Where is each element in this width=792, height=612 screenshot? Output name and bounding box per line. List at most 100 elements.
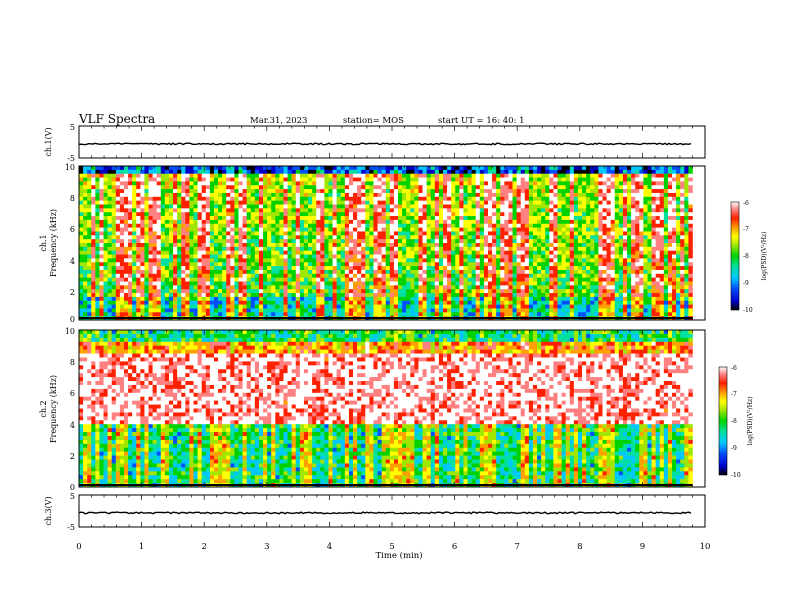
- spectrogram-cell: [402, 281, 407, 286]
- spectrogram-cell: [569, 196, 575, 201]
- spectrogram-cell: [451, 189, 456, 194]
- spectrogram-cell: [299, 312, 305, 317]
- spectrogram-cell: [451, 169, 456, 174]
- spectrogram-cell: [516, 181, 522, 186]
- spectrogram-cell: [209, 243, 215, 248]
- spectrogram-cell: [222, 266, 227, 271]
- spectrogram-cell: [549, 254, 554, 259]
- spectrogram-cell: [205, 181, 211, 186]
- spectrogram-cell: [156, 189, 162, 194]
- spectrogram-cell: [353, 189, 358, 194]
- spectrogram-cell: [291, 208, 297, 213]
- spectrogram-cell: [181, 200, 186, 205]
- spectrogram-cell: [557, 250, 562, 255]
- spectrogram-cell: [528, 208, 534, 213]
- spectrogram-cell: [443, 219, 448, 225]
- spectrogram-cell: [308, 281, 313, 286]
- spectrogram-cell: [87, 223, 92, 228]
- spectrogram-cell: [353, 177, 358, 182]
- spectrogram-cell: [201, 223, 207, 228]
- spectrogram-cell: [295, 166, 301, 171]
- spectrogram-cell: [377, 281, 382, 286]
- spectrogram-cell: [512, 254, 517, 259]
- spectrogram-cell: [332, 304, 337, 309]
- spectrogram-cell: [254, 227, 260, 232]
- spectrogram-cell: [353, 181, 358, 186]
- spectrogram-cell: [209, 227, 215, 232]
- spectrogram-cell: [295, 254, 301, 259]
- spectrogram-cell: [107, 273, 113, 278]
- spectrogram-cell: [504, 231, 509, 236]
- spectrogram-cell: [524, 308, 530, 313]
- spectrogram-cell: [381, 312, 387, 317]
- spectrogram-cell: [361, 204, 366, 209]
- spectrogram-cell: [119, 273, 125, 278]
- spectrogram-cell: [573, 281, 579, 286]
- spectrogram-cell: [250, 277, 256, 282]
- spectrogram-cell: [385, 266, 391, 271]
- spectrogram-cell: [279, 219, 284, 225]
- spectrogram-cell: [83, 296, 88, 302]
- spectrogram-cell: [156, 258, 162, 263]
- spectrogram-cell: [140, 308, 145, 313]
- spectrogram-cell: [357, 281, 362, 286]
- spectrogram-cell: [545, 273, 550, 278]
- spectrogram-cell: [553, 277, 558, 282]
- spectrogram-cell: [422, 243, 427, 248]
- spectrogram-cell: [492, 243, 497, 248]
- spectrogram-cell: [177, 285, 182, 290]
- spectrogram-cell: [586, 243, 591, 248]
- spectrogram-cell: [385, 166, 391, 171]
- spectrogram-cell: [438, 304, 444, 309]
- spectrogram-cell: [398, 300, 403, 305]
- spectrogram-cell: [385, 289, 391, 294]
- spectrogram-cell: [430, 169, 436, 174]
- spectrogram-cell: [528, 223, 534, 228]
- spectrogram-cell: [115, 285, 121, 290]
- spectrogram-cell: [406, 269, 411, 275]
- spectrogram-cell: [119, 177, 125, 182]
- spectrogram-cell: [467, 166, 472, 171]
- spectrogram-cell: [201, 204, 207, 209]
- spectrogram-cell: [561, 235, 566, 240]
- spectrogram-cell: [561, 273, 566, 278]
- spectrogram-cell: [487, 296, 493, 302]
- spectrogram-cell: [267, 243, 272, 248]
- spectrogram-cell: [291, 250, 297, 255]
- spectrogram-cell: [389, 293, 395, 298]
- spectrogram-cell: [87, 273, 92, 278]
- spectrogram-cell: [99, 273, 104, 278]
- spectrogram-cell: [312, 250, 317, 255]
- spectrogram-cell: [565, 250, 571, 255]
- spectrogram-cell: [541, 277, 546, 282]
- spectrogram-cell: [205, 196, 211, 201]
- spectrogram-cell: [389, 177, 395, 182]
- spectrogram-cell: [123, 285, 129, 290]
- spectrogram-cell: [475, 254, 481, 259]
- spectrogram-cell: [283, 223, 288, 228]
- spectrogram-cell: [353, 293, 358, 298]
- spectrogram-cell: [455, 289, 460, 294]
- spectrogram-cell: [144, 223, 149, 228]
- spectrogram-cell: [287, 293, 292, 298]
- spectrogram-cell: [201, 266, 207, 271]
- spectrogram-cell: [516, 266, 522, 271]
- spectrogram-cell: [148, 281, 153, 286]
- spectrogram-cell: [168, 216, 174, 221]
- spectrogram-cell: [213, 219, 219, 225]
- spectrogram-cell: [504, 250, 509, 255]
- spectrogram-cell: [328, 208, 333, 213]
- spectrogram-cell: [173, 208, 178, 213]
- spectrogram-cell: [181, 246, 186, 251]
- spectrogram-cell: [234, 250, 239, 255]
- spectrogram-cell: [528, 166, 534, 171]
- spectrogram-cell: [193, 208, 198, 213]
- spectrogram-cell: [271, 227, 276, 232]
- spectrogram-cell: [238, 262, 243, 267]
- spectrogram-cell: [549, 239, 554, 244]
- spectrogram-cell: [123, 277, 129, 282]
- spectrogram-cell: [406, 177, 411, 182]
- spectrogram-cell: [537, 269, 542, 275]
- spectrogram-cell: [222, 169, 227, 174]
- spectrogram-cell: [565, 296, 571, 302]
